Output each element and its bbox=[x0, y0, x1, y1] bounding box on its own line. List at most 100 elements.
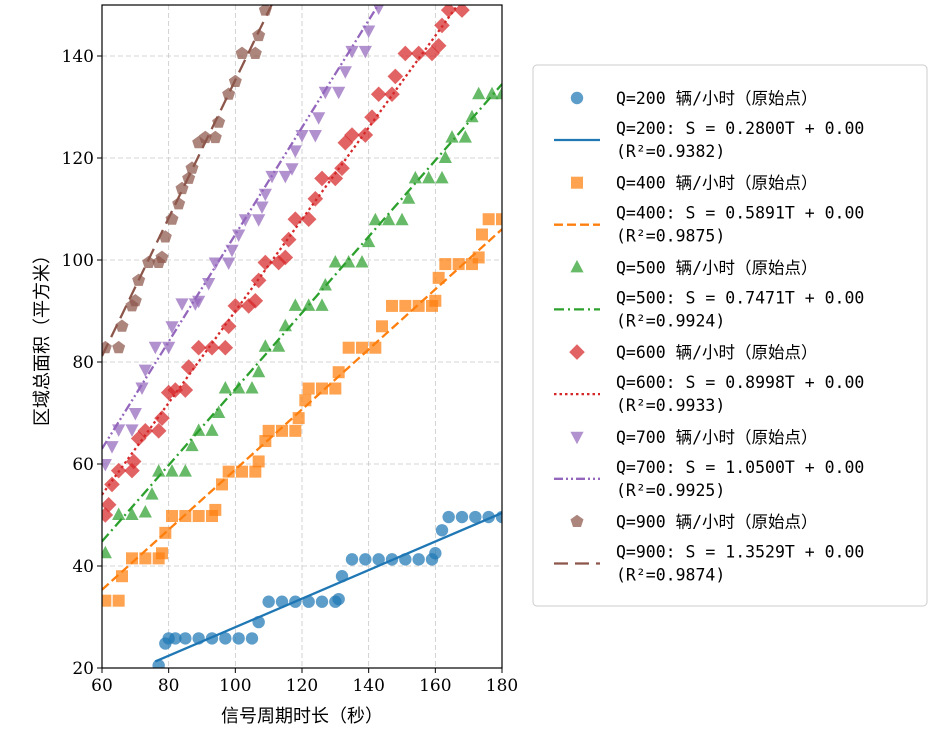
data-point bbox=[110, 462, 127, 479]
data-point bbox=[410, 45, 427, 62]
data-point bbox=[288, 145, 302, 158]
x-tick-label: 160 bbox=[419, 676, 451, 696]
data-point bbox=[395, 212, 409, 226]
x-tick-label: 80 bbox=[158, 676, 180, 696]
data-point bbox=[135, 382, 149, 395]
data-point bbox=[252, 455, 265, 468]
grid-lines bbox=[102, 5, 502, 668]
data-point bbox=[316, 382, 328, 395]
data-point bbox=[185, 161, 199, 174]
data-point bbox=[227, 298, 244, 314]
data-point bbox=[156, 547, 168, 560]
legend: Q=200 辆/小时（原始点） Q=200: S = 0.2800T + 0.00… bbox=[532, 64, 928, 607]
data-point bbox=[452, 258, 465, 271]
y-tick-label: 120 bbox=[62, 149, 94, 169]
data-point bbox=[412, 553, 425, 566]
x-tick-label: 140 bbox=[352, 676, 384, 696]
data-point bbox=[315, 298, 329, 311]
data-point bbox=[335, 570, 349, 583]
data-point bbox=[364, 109, 380, 125]
data-point bbox=[362, 25, 376, 38]
data-point bbox=[228, 74, 242, 87]
data-point bbox=[115, 319, 129, 332]
data-point bbox=[258, 339, 272, 352]
legend-label-series-4: Q=600 辆/小时（原始点） bbox=[616, 343, 818, 362]
data-point bbox=[190, 339, 207, 356]
data-point bbox=[482, 213, 495, 226]
data-point bbox=[192, 510, 205, 523]
y-tick-label: 100 bbox=[62, 251, 94, 271]
data-point bbox=[205, 423, 219, 436]
data-point bbox=[300, 211, 317, 227]
data-point bbox=[179, 510, 192, 523]
data-point bbox=[245, 632, 259, 645]
data-point bbox=[105, 441, 119, 454]
data-point bbox=[209, 503, 222, 516]
data-point bbox=[212, 115, 226, 128]
data-point bbox=[472, 251, 485, 264]
data-point bbox=[289, 595, 302, 608]
data-point bbox=[102, 459, 112, 472]
data-point bbox=[356, 341, 368, 354]
data-point bbox=[399, 553, 412, 566]
x-axis-label: 信号周期时长（秒） bbox=[221, 706, 383, 727]
legend-fit-label-series-1: Q=200: S = 0.2800T + 0.00 bbox=[616, 119, 864, 138]
data-point bbox=[308, 130, 322, 143]
data-point bbox=[252, 214, 266, 227]
data-point bbox=[332, 86, 346, 100]
x-tick-label: 100 bbox=[219, 676, 251, 696]
data-point bbox=[205, 632, 219, 645]
data-point bbox=[172, 197, 186, 210]
data-point bbox=[250, 272, 267, 289]
data-point bbox=[222, 465, 235, 478]
data-point bbox=[245, 381, 259, 394]
data-point bbox=[332, 366, 345, 379]
data-point bbox=[102, 340, 112, 354]
data-point bbox=[332, 592, 345, 606]
data-point bbox=[328, 255, 342, 268]
data-point bbox=[218, 381, 232, 394]
data-point bbox=[435, 170, 449, 184]
legend-frame bbox=[532, 64, 928, 607]
data-point bbox=[355, 255, 369, 268]
data-point bbox=[358, 45, 372, 59]
x-tick-label: 180 bbox=[486, 676, 518, 696]
data-point bbox=[238, 214, 252, 227]
legend-label-series-2: Q=400 辆/小时（原始点） bbox=[616, 174, 818, 193]
data-point bbox=[252, 28, 266, 42]
legend-fit-label-series-2: Q=400: S = 0.5891T + 0.00 bbox=[616, 204, 864, 223]
data-point bbox=[222, 257, 236, 271]
data-point bbox=[139, 552, 152, 565]
data-point bbox=[314, 170, 330, 187]
data-point bbox=[476, 228, 488, 241]
legend-fit-label-series-6: Q=900: S = 1.3529T + 0.00 bbox=[616, 543, 864, 562]
data-point bbox=[302, 595, 315, 608]
legend-r2-label-series-3: (R²=0.9924) bbox=[616, 311, 725, 330]
data-point bbox=[262, 424, 275, 437]
data-point bbox=[217, 339, 234, 356]
data-point bbox=[208, 130, 222, 144]
legend-label-series-5: Q=700 辆/小时（原始点） bbox=[616, 428, 818, 447]
data-point bbox=[445, 130, 459, 143]
data-point bbox=[369, 341, 382, 354]
data-point bbox=[155, 250, 169, 263]
data-point bbox=[112, 424, 126, 437]
data-point bbox=[315, 595, 329, 608]
data-point bbox=[386, 299, 398, 312]
legend-label-series-3: Q=500 辆/小时（原始点） bbox=[616, 258, 818, 277]
data-point bbox=[312, 112, 326, 125]
legend-fit-label-series-3: Q=500: S = 0.7471T + 0.00 bbox=[616, 288, 864, 307]
y-axis-label: 区域总面积（平方米） bbox=[32, 246, 53, 426]
data-point bbox=[372, 553, 385, 566]
data-point bbox=[438, 150, 452, 163]
y-tick-label: 140 bbox=[62, 47, 94, 67]
data-point bbox=[262, 595, 275, 608]
data-point bbox=[132, 273, 146, 286]
data-point bbox=[429, 547, 442, 560]
data-point bbox=[287, 211, 304, 227]
data-point bbox=[112, 507, 126, 520]
data-point bbox=[126, 552, 138, 565]
data-point bbox=[232, 381, 246, 394]
data-point bbox=[236, 465, 248, 478]
data-point bbox=[212, 405, 226, 418]
